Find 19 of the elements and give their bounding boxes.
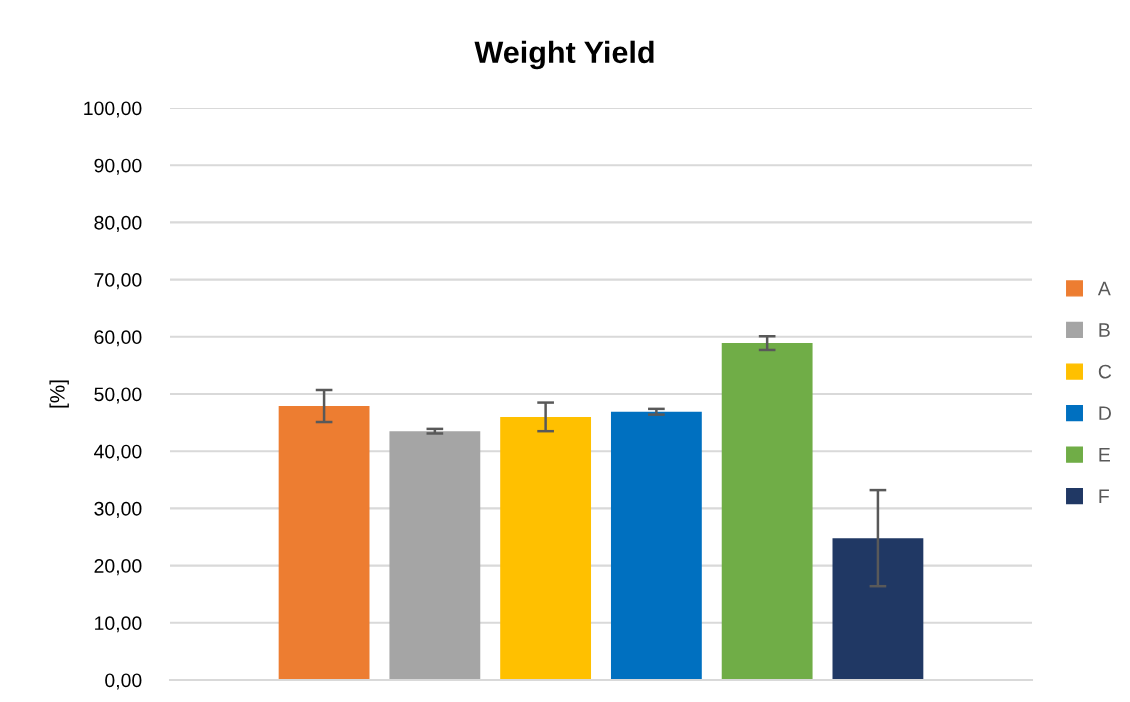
y-tick-label: 100,00 xyxy=(84,101,142,118)
legend-label: B xyxy=(1099,323,1110,337)
y-tick-label: 70,00 xyxy=(94,273,142,290)
y-axis-title: [%] xyxy=(49,380,69,408)
y-tick-label: 80,00 xyxy=(94,215,142,232)
y-tick-label: 0,00 xyxy=(105,673,142,690)
y-tick-label: 60,00 xyxy=(94,330,142,347)
y-tick-label: 20,00 xyxy=(94,559,142,576)
legend-label: C xyxy=(1098,364,1112,379)
legend-label: D xyxy=(1099,406,1111,420)
legend-label: F xyxy=(1099,489,1109,503)
legend-label: E xyxy=(1099,448,1110,462)
y-tick-label: 50,00 xyxy=(94,387,142,404)
legend-label: A xyxy=(1097,281,1111,296)
y-tick-label: 30,00 xyxy=(94,501,142,518)
chart-title: Weight Yield xyxy=(474,40,654,70)
y-tick-label: 40,00 xyxy=(94,444,142,461)
y-tick-label: 10,00 xyxy=(95,616,142,633)
y-tick-label: 90,00 xyxy=(94,158,142,175)
